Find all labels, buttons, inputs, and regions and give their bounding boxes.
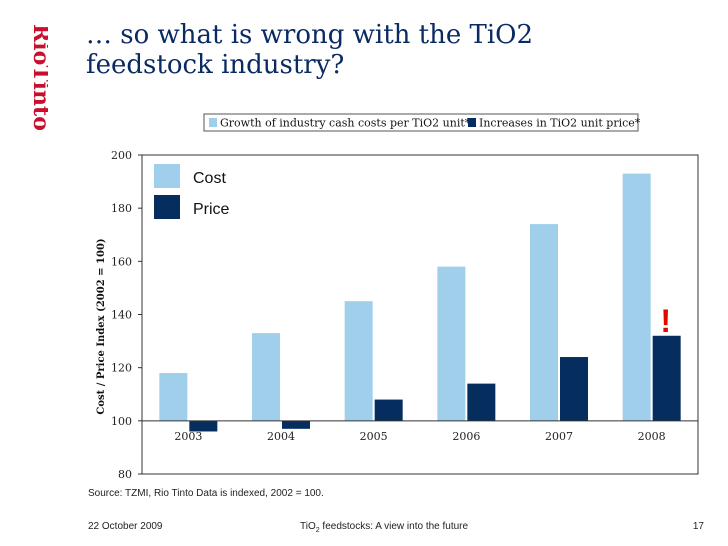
x-tick-label: 2008 (638, 430, 666, 443)
source-note: Source: TZMI, Rio Tinto Data is indexed,… (88, 488, 324, 499)
y-axis-label: Cost / Price Index (2002 = 100) (96, 238, 107, 414)
y-tick-label: 160 (111, 255, 132, 268)
bar-price (560, 357, 588, 421)
footer-title-post: feedstocks: A view into the future (319, 521, 469, 532)
page-number: 17 (692, 521, 704, 532)
y-tick-label: 120 (111, 362, 132, 375)
inner-legend-swatch-cost (154, 164, 180, 188)
bar-price (467, 383, 496, 421)
bar-price (652, 335, 681, 421)
title-line-1: … so what is wrong with the TiO2 (86, 20, 534, 50)
alert-annotation: ! (660, 303, 671, 339)
footer-title-sub: 2 (315, 527, 320, 534)
x-tick-label: 2004 (267, 430, 295, 443)
brand-name: RioTinto (28, 24, 48, 131)
page-title: … so what is wrong with the TiO2 feedsto… (86, 20, 706, 80)
x-tick-label: 2006 (452, 430, 480, 443)
bar-cost (344, 301, 373, 421)
legend-box (203, 113, 639, 132)
bar-cost (159, 372, 188, 421)
x-tick-label: 2007 (545, 430, 573, 443)
inner-legend-label-price: Price (193, 201, 230, 218)
inner-legend-swatch-price (154, 195, 180, 219)
y-tick-label: 180 (111, 202, 132, 215)
bar-cost (622, 173, 651, 421)
inner-legend-label-cost: Cost (193, 170, 226, 187)
bar-cost (530, 224, 558, 421)
legend-label-price: Increases in TiO2 unit price* (479, 117, 641, 130)
legend-label-cost: Growth of industry cash costs per TiO2 u… (220, 117, 471, 130)
footer-title: TiO2 feedstocks: A view into the future (300, 521, 468, 534)
footer-date: 22 October 2009 (88, 521, 163, 532)
bar-price (282, 420, 310, 429)
y-tick-label: 80 (118, 468, 132, 481)
bar-cost (437, 266, 466, 421)
x-tick-label: 2003 (174, 430, 202, 443)
y-tick-label: 140 (111, 309, 132, 322)
bar-price (189, 420, 218, 432)
y-tick-label: 100 (111, 415, 132, 428)
footer-title-pre: TiO (300, 521, 316, 532)
x-tick-label: 2005 (360, 430, 388, 443)
legend-swatch-price (468, 118, 476, 127)
legend-swatch-cost (209, 118, 217, 127)
y-tick-label: 200 (111, 149, 132, 162)
bar-price (374, 399, 403, 421)
bar-cost (252, 333, 280, 421)
title-line-2: feedstock industry? (86, 50, 345, 80)
brand-logo: RioTinto (28, 24, 48, 131)
